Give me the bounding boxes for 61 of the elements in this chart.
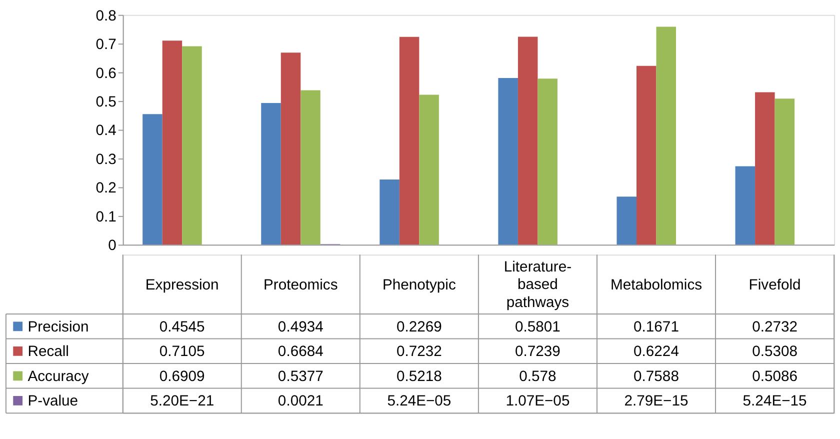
data-label: 0.2269 [396,319,442,336]
y-tick-label: 0.2 [96,180,116,197]
data-label: 0.7239 [515,344,560,360]
data-label: 0.6224 [634,344,679,360]
bar [735,166,756,245]
bar [656,26,676,245]
y-tick-label: 0.5 [96,94,116,110]
data-label: 0.6909 [159,368,205,385]
y-tick-label: 0.4 [96,123,116,140]
bar [399,36,420,245]
y-tick-label: 0.1 [96,209,116,226]
bar [280,52,301,245]
bar [182,46,202,245]
x-tick-label: Literature-based pathways [504,259,572,312]
legend-label: Precision [28,319,89,336]
data-label: 0.1671 [634,319,679,336]
data-label: 5.20E−21 [150,394,214,410]
data-label: 0.5377 [278,368,324,385]
bar [774,98,795,245]
data-label: 5.24E−15 [742,394,807,410]
bar [300,90,320,245]
x-tick-label: Expression [145,277,219,294]
bar [636,66,656,245]
data-label: 0.4934 [278,319,324,336]
bar [261,102,281,245]
data-label: 0.7232 [396,344,442,360]
data-label: 0.578 [519,368,556,385]
bar [142,114,162,245]
data-label: 5.24E−05 [387,394,452,410]
data-label: 0.5308 [752,344,798,360]
x-tick-label: Metabolomics [610,277,702,294]
y-tick-label: 0.3 [96,152,116,168]
legend-label: Recall [28,344,69,360]
legend-label: Accuracy [28,368,90,385]
bar [162,40,182,245]
x-tick-label: Proteomics [264,277,338,294]
data-label: 0.4545 [159,319,205,336]
legend-label: P-value [28,394,78,410]
data-label: 0.6684 [278,344,324,360]
y-tick-label: 0.7 [96,37,116,54]
x-tick-label: Phenotypic [382,277,456,294]
data-label: 1.07E−05 [506,394,570,410]
data-label: 0.5801 [515,319,560,336]
data-label: 2.79E−15 [624,394,688,410]
data-label: 0.0021 [278,394,324,410]
data-label: 0.7588 [634,368,679,385]
data-label: 0.2732 [752,319,798,336]
bar [518,36,538,245]
x-tick-label: Fivefold [748,277,801,294]
bar [755,92,775,245]
bar [538,78,558,245]
bar [616,196,636,245]
bar [498,78,518,245]
data-label: 0.7105 [159,344,205,360]
y-tick-label: 0.8 [96,8,116,24]
data-label: 0.5218 [396,368,442,385]
data-label: 0.5086 [752,368,798,385]
y-tick-label: 0 [108,238,116,254]
y-tick-label: 0.6 [96,66,116,82]
bar [380,179,400,245]
bar [419,94,439,245]
